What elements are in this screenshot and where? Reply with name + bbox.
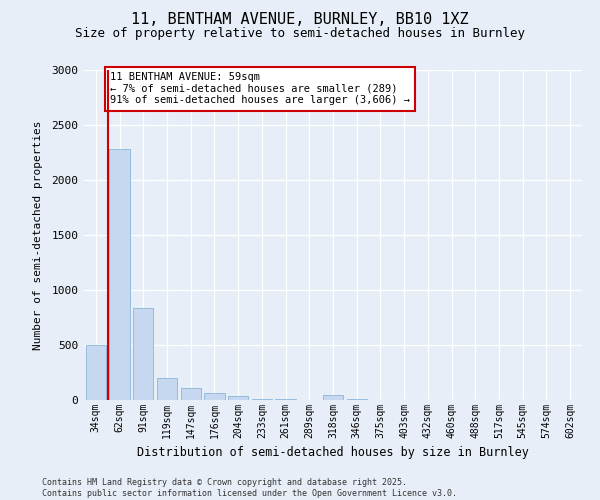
Text: Contains HM Land Registry data © Crown copyright and database right 2025.
Contai: Contains HM Land Registry data © Crown c…: [42, 478, 457, 498]
Text: 11 BENTHAM AVENUE: 59sqm
← 7% of semi-detached houses are smaller (289)
91% of s: 11 BENTHAM AVENUE: 59sqm ← 7% of semi-de…: [110, 72, 410, 106]
Text: 11, BENTHAM AVENUE, BURNLEY, BB10 1XZ: 11, BENTHAM AVENUE, BURNLEY, BB10 1XZ: [131, 12, 469, 28]
Y-axis label: Number of semi-detached properties: Number of semi-detached properties: [33, 120, 43, 350]
X-axis label: Distribution of semi-detached houses by size in Burnley: Distribution of semi-detached houses by …: [137, 446, 529, 460]
Bar: [109, 149, 130, 400]
Bar: [323, 394, 343, 400]
Bar: [228, 396, 248, 400]
Text: Size of property relative to semi-detached houses in Burnley: Size of property relative to semi-detach…: [75, 28, 525, 40]
Bar: [205, 394, 224, 400]
Bar: [133, 308, 154, 400]
Bar: [181, 388, 201, 400]
Bar: [86, 345, 106, 400]
Bar: [252, 399, 272, 400]
Bar: [157, 378, 177, 400]
